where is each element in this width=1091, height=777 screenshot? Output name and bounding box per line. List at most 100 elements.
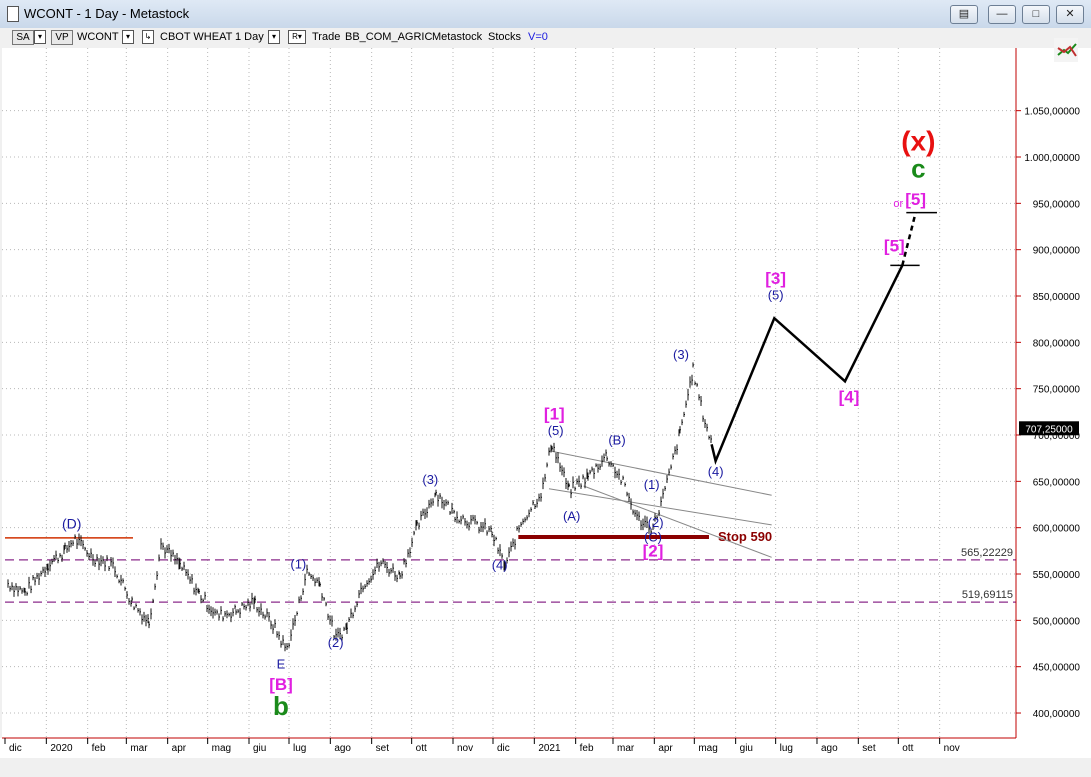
x-axis-panel (0, 738, 1091, 758)
wave-label: E (277, 657, 286, 672)
template-icon[interactable] (1054, 38, 1078, 62)
wave-label: or (893, 198, 903, 210)
wave-label: (5) (768, 288, 784, 303)
channel-line (583, 485, 772, 558)
x-tick-label: set (376, 743, 390, 754)
chart-grid (2, 48, 1016, 738)
wave-label: (2) (648, 515, 664, 530)
x-tick-label: apr (658, 743, 673, 754)
x-tick-label: lug (293, 743, 306, 754)
wave-label: b (273, 691, 289, 721)
wave-label: [5] (905, 190, 926, 209)
price-bars (7, 362, 712, 652)
x-tick-label: 2021 (538, 743, 561, 754)
y-axis: 1.050,00000 1.000,00000 950,00000 900,00000… (1016, 107, 1080, 720)
wave-label: [B] (269, 675, 293, 694)
y-tick-label: 950,00000 (1033, 199, 1081, 210)
wave-label: (C) (644, 530, 662, 545)
close-button[interactable]: ✕ (1056, 5, 1084, 24)
projection-path (710, 264, 904, 466)
wave-label: (5) (548, 423, 564, 438)
symbol-label: WCONT (77, 31, 119, 43)
period-dropdown-icon[interactable]: ▾ (268, 30, 280, 44)
y-tick-label: 1.000,00000 (1024, 153, 1080, 164)
wave-labels: (D)(1)(2)E[B]b(3)(4)[1](5)(A)(B)(1)(2)(C… (62, 126, 935, 721)
wave-label: (3) (422, 472, 438, 487)
y-tick-label: 450,00000 (1033, 663, 1081, 674)
exchange-label: CBOT WHEAT (160, 31, 233, 43)
x-tick-label: ott (902, 743, 913, 754)
horizontal-lines: Stop 590 565,22229 519,69115 (5, 211, 1016, 603)
source-label: Metastock (432, 31, 483, 43)
wave-label: (4) (492, 557, 508, 572)
wave-label: (B) (608, 432, 625, 447)
wave-label: (D) (62, 516, 81, 532)
type-label: Stocks (488, 31, 522, 43)
x-tick-label: feb (580, 743, 594, 754)
x-tick-label: feb (92, 743, 106, 754)
y-tick-label: 1.050,00000 (1024, 107, 1080, 118)
wave-label: (3) (673, 347, 689, 362)
x-tick-label: mar (130, 743, 148, 754)
y-tick-label: 400,00000 (1033, 709, 1081, 720)
x-axis: dic 2020 feb mar apr mag giu lug ago set ott nov dic… (4, 738, 960, 754)
sa-button[interactable]: SA (12, 30, 34, 45)
wave-label: (1) (644, 477, 660, 492)
y-tick-label: 650,00000 (1033, 477, 1081, 488)
trade-label[interactable]: Trade (312, 31, 341, 43)
wave-projection (710, 212, 917, 466)
symbol-link-icon[interactable]: ↳ (142, 30, 154, 44)
restore-chart-icon[interactable]: ▤ (950, 5, 978, 24)
y-tick-label: 600,00000 (1033, 524, 1081, 535)
symbol-dropdown-icon[interactable]: ▾ (122, 30, 134, 44)
stop-590-label: Stop 590 (718, 529, 772, 544)
maximize-button[interactable]: □ (1022, 5, 1050, 24)
wave-label: [3] (765, 269, 786, 288)
x-tick-label: giu (740, 743, 753, 754)
window-title: WCONT - 1 Day - Metastock (24, 6, 190, 21)
level-519-label: 519,69115 (962, 589, 1013, 601)
x-tick-label: dic (9, 743, 22, 754)
projection-extension (901, 212, 917, 266)
app-icon (7, 6, 19, 22)
x-tick-label: 2020 (50, 743, 73, 754)
minimize-button[interactable]: — (988, 5, 1016, 24)
x-tick-label: set (862, 743, 876, 754)
wave-label: (2) (328, 635, 344, 650)
y-tick-label: 550,00000 (1033, 570, 1081, 581)
y-axis-panel (1016, 48, 1091, 738)
wave-label: (4) (708, 464, 724, 479)
y-tick-label: 800,00000 (1033, 338, 1081, 349)
y-tick-label: 900,00000 (1033, 246, 1081, 257)
chart-toolbar: SA ▾ VP WCONT ▾ ↳ CBOT WHEAT 1 Day ▾ R▾ … (0, 28, 1091, 48)
last-price-marker: 707,25000 (1019, 421, 1079, 436)
x-tick-label: mag (698, 743, 717, 754)
wave-label: (A) (563, 508, 580, 523)
x-tick-label: ago (821, 743, 838, 754)
volume-label: V=0 (528, 31, 548, 43)
wave-label: (1) (290, 556, 306, 571)
refresh-icon[interactable]: R▾ (288, 30, 306, 44)
x-tick-label: dic (497, 743, 510, 754)
y-tick-label: 750,00000 (1033, 385, 1081, 396)
wave-label: [4] (839, 388, 860, 407)
sa-dropdown-icon[interactable]: ▾ (34, 30, 46, 44)
y-tick-label: 850,00000 (1033, 292, 1081, 303)
period-label: 1 Day (235, 31, 264, 43)
wave-label: [5] (884, 237, 905, 256)
channel-line (548, 450, 772, 496)
sector-label: BB_COM_AGRIC (345, 31, 433, 43)
y-tick-label: 700,00000 (1033, 431, 1081, 442)
wave-label: [2] (643, 541, 664, 560)
trend-down-icon (1057, 45, 1077, 57)
x-tick-label: mag (212, 743, 231, 754)
wave-label: (x) (901, 126, 935, 157)
x-tick-label: apr (172, 743, 187, 754)
vp-button[interactable]: VP (51, 30, 73, 45)
y-tick-label: 500,00000 (1033, 616, 1081, 627)
last-price-box (1019, 421, 1079, 436)
x-tick-label: nov (944, 743, 960, 754)
wave-label: c (911, 153, 925, 183)
x-tick-label: giu (253, 743, 266, 754)
